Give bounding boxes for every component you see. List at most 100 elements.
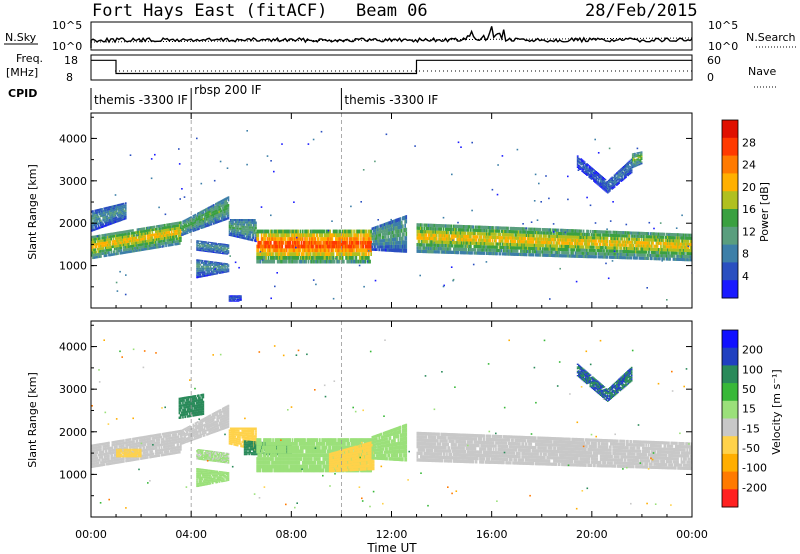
data-cell <box>214 264 216 266</box>
data-cell <box>503 249 505 253</box>
data-cell <box>687 236 690 240</box>
data-cell <box>567 244 570 249</box>
data-cell <box>445 250 447 254</box>
data-cell <box>227 245 230 247</box>
data-cell <box>361 252 363 256</box>
data-cell <box>347 252 350 256</box>
data-cell <box>100 239 102 243</box>
data-cell <box>172 240 174 244</box>
data-cell <box>361 240 363 245</box>
data-cell <box>619 240 621 244</box>
data-cell <box>265 256 268 260</box>
data-cell <box>523 233 526 237</box>
data-cell <box>512 243 514 247</box>
data-cell <box>222 243 224 245</box>
data-cell <box>102 236 105 240</box>
data-cell <box>206 218 208 221</box>
data-cell <box>130 242 133 245</box>
data-cell <box>211 204 214 207</box>
data-cell <box>404 236 406 241</box>
data-cell <box>115 210 118 213</box>
data-cell <box>200 214 203 217</box>
freq-unit: [MHz] <box>6 66 38 79</box>
data-cell <box>427 233 430 237</box>
data-cell <box>349 256 352 260</box>
data-cell <box>597 249 600 253</box>
data-cell <box>337 233 339 238</box>
data-cell <box>152 238 155 242</box>
data-cell <box>110 210 112 213</box>
data-cell <box>430 236 432 241</box>
data-cell <box>92 253 94 257</box>
data-cell <box>343 244 345 249</box>
data-cell <box>216 246 219 248</box>
data-cell <box>496 242 498 246</box>
data-cell <box>193 220 196 222</box>
data-cell <box>192 228 195 231</box>
data-cell <box>338 244 341 249</box>
data-cell <box>336 252 338 256</box>
data-cell <box>651 257 653 261</box>
data-cell <box>565 251 568 255</box>
data-cell <box>498 239 501 243</box>
data-cell <box>284 229 287 234</box>
data-cell <box>570 229 572 233</box>
data-cell <box>453 227 455 232</box>
data-cell <box>108 221 110 224</box>
data-cell <box>360 240 362 245</box>
data-cell <box>599 239 602 243</box>
data-cell <box>115 237 117 240</box>
data-cell <box>427 230 430 234</box>
data-cell <box>132 247 134 250</box>
data-cell <box>146 239 149 243</box>
data-cell <box>257 240 260 245</box>
data-cell <box>603 255 605 259</box>
data-cell <box>371 227 374 231</box>
data-cell <box>211 244 214 246</box>
data-cell <box>293 256 296 260</box>
data-cell <box>390 227 393 231</box>
data-cell <box>582 245 585 249</box>
data-cell <box>211 270 214 273</box>
data-cell <box>101 252 103 255</box>
data-cell <box>434 246 437 251</box>
data-cell <box>192 216 195 219</box>
data-cell <box>575 245 578 249</box>
data-cell <box>287 237 289 241</box>
data-cell <box>124 230 126 234</box>
data-cell <box>622 253 625 257</box>
data-cell <box>104 251 107 255</box>
data-cell <box>208 224 210 227</box>
data-cell <box>209 274 212 276</box>
data-cell <box>676 257 678 261</box>
power-data <box>91 113 692 308</box>
data-cell <box>227 269 230 271</box>
data-cell <box>216 270 219 272</box>
data-cell <box>355 256 358 260</box>
data-cell <box>95 220 98 224</box>
data-cell <box>548 234 551 238</box>
data-cell <box>142 243 145 246</box>
data-cell <box>198 220 200 222</box>
data-cell <box>206 272 208 275</box>
data-cell <box>457 247 460 251</box>
data-cell <box>104 238 107 242</box>
data-cell <box>206 269 208 272</box>
data-cell <box>507 233 510 237</box>
data-cell <box>195 215 198 218</box>
data-cell <box>219 248 222 250</box>
data-cell <box>262 252 264 256</box>
data-cell <box>449 227 452 232</box>
data-cell <box>579 248 581 252</box>
data-cell <box>211 267 214 270</box>
data-cell <box>490 226 493 230</box>
data-cell <box>213 242 215 244</box>
data-cell <box>218 251 221 253</box>
data-cell <box>110 250 113 254</box>
data-cell <box>214 270 216 272</box>
data-cell <box>348 229 351 234</box>
data-cell <box>655 247 658 251</box>
data-cell <box>347 244 350 249</box>
data-cell <box>355 259 358 264</box>
data-cell <box>201 250 204 252</box>
